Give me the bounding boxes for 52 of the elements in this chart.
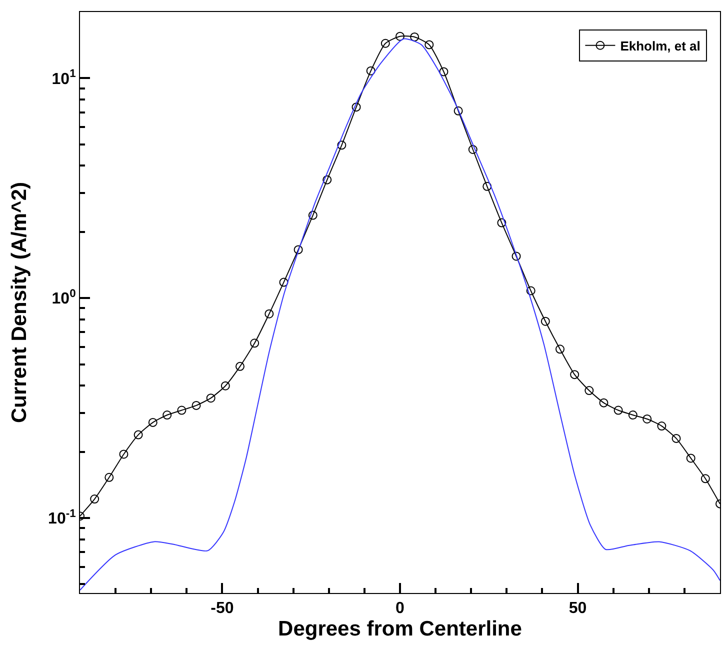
point (90, 494, 100, 504)
point (672, 434, 681, 443)
point (366, 66, 376, 76)
x-tick-label: 0 (396, 600, 405, 618)
point (482, 182, 492, 191)
point (352, 102, 361, 112)
point (104, 472, 114, 482)
point (337, 140, 346, 150)
x-tick-label: 50 (568, 600, 587, 618)
point (236, 362, 244, 371)
point (206, 394, 216, 403)
point (584, 386, 594, 396)
point (700, 474, 710, 484)
point (540, 316, 550, 326)
point (177, 406, 186, 415)
point (439, 67, 448, 76)
point (148, 418, 158, 427)
y-tick-label: 10$^{1}$ (52, 68, 76, 88)
y-axis-title: Current Density (A/m^2) (8, 182, 32, 423)
point (424, 40, 434, 50)
point (250, 338, 260, 348)
x-tick-label: -50 (210, 600, 234, 618)
point (556, 344, 564, 354)
point (570, 370, 580, 380)
point (294, 245, 303, 254)
point (380, 38, 390, 48)
point (628, 410, 638, 420)
point (162, 410, 172, 420)
point (410, 32, 420, 42)
point (396, 32, 404, 41)
point (119, 450, 128, 459)
point (614, 406, 623, 415)
point (220, 381, 230, 390)
point (264, 309, 274, 318)
point (192, 400, 201, 410)
y-tick-label: 10$^{0}$ (52, 288, 76, 308)
point (686, 454, 696, 463)
point (497, 218, 506, 228)
point (642, 414, 652, 424)
point (512, 252, 521, 261)
point (599, 398, 608, 408)
point (468, 145, 478, 154)
legend-label: Ekholm, et al (620, 38, 700, 54)
point (454, 106, 463, 116)
point (322, 175, 332, 184)
point (308, 210, 318, 220)
point (526, 286, 536, 296)
point (134, 430, 143, 440)
point (657, 422, 666, 431)
point (279, 278, 288, 287)
y-tick-label: 10$^{-1}$ (48, 508, 76, 528)
x-axis-title: Degrees from Centerline (278, 617, 522, 640)
